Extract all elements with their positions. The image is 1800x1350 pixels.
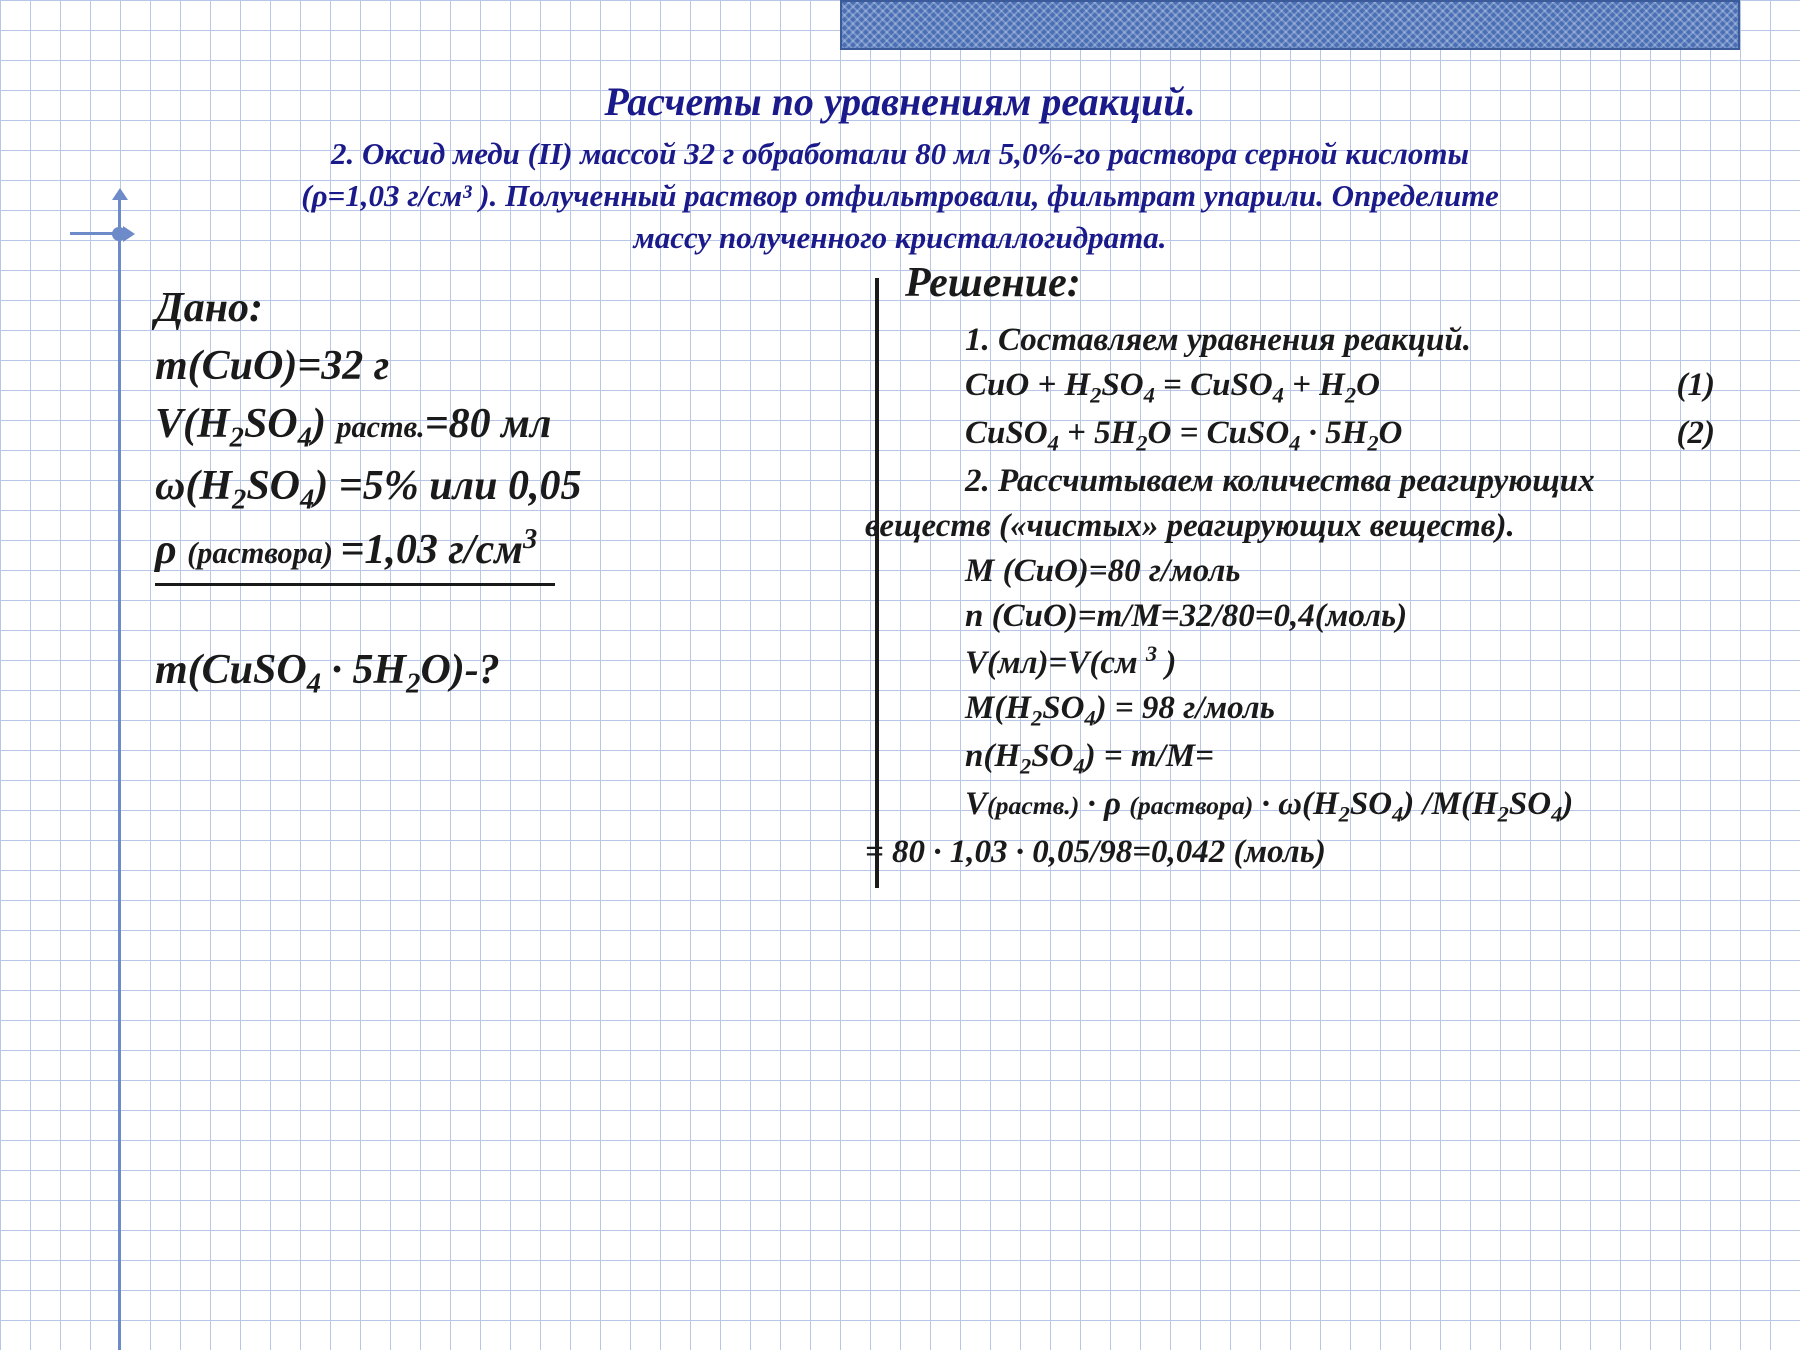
- decorative-banner: [840, 0, 1740, 50]
- calc-line-1: M (CuO)=80 г/моль: [905, 549, 1745, 594]
- equation-1: CuO + H2SO4 = CuSO4 + H2O (1): [905, 363, 1745, 411]
- given-line-3: ω(H2SO4) =5% или 0,05: [155, 458, 835, 520]
- equation-1-number: (1): [1677, 363, 1745, 408]
- calc-line-4: M(H2SO4) = 98 г/моль: [905, 686, 1745, 734]
- title-block: Расчеты по уравнениям реакций. 2. Оксид …: [100, 78, 1700, 259]
- solution-step-2a: 2. Рассчитываем количества реагирующих: [905, 459, 1745, 504]
- calc-line-6: V(раств.) · ρ (раствора) · ω(H2SO4) /M(H…: [905, 782, 1745, 830]
- solution-step-2b: веществ («чистых» реагирующих веществ).: [865, 504, 1745, 549]
- problem-line-1: 2. Оксид меди (II) массой 32 г обработал…: [100, 133, 1700, 175]
- calc-line-7: = 80 · 1,03 · 0,05/98=0,042 (моль): [865, 830, 1745, 875]
- solution-block: Решение: 1. Составляем уравнения реакций…: [905, 255, 1745, 875]
- given-block: Дано: m(CuO)=32 г V(H2SO4) раств.=80 мл …: [155, 280, 835, 704]
- graph-paper-y-axis: [118, 198, 121, 1350]
- given-line-4: ρ (раствора) =1,03 г/см3: [155, 520, 835, 587]
- given-heading: Дано:: [155, 280, 835, 338]
- given-line-1: m(CuO)=32 г: [155, 338, 835, 396]
- problem-line-2: (ρ=1,03 г/см³ ). Полученный раствор отфи…: [100, 175, 1700, 217]
- calc-line-5: n(H2SO4) = m/M=: [905, 734, 1745, 782]
- calc-line-3: V(мл)=V(см 3 ): [905, 639, 1745, 686]
- find-line: m(CuSO4 · 5H2O)-?: [155, 642, 835, 704]
- solution-heading: Решение:: [905, 255, 1745, 312]
- given-line-2: V(H2SO4) раств.=80 мл: [155, 396, 835, 458]
- page-title: Расчеты по уравнениям реакций.: [100, 78, 1700, 125]
- problem-line-3: массу полученного кристаллогидрата.: [100, 217, 1700, 259]
- equation-2-number: (2): [1677, 411, 1745, 456]
- calc-line-2: n (CuO)=m/M=32/80=0,4(моль): [905, 594, 1745, 639]
- vertical-divider: [875, 278, 879, 888]
- equation-2: CuSO4 + 5H2O = CuSO4 · 5H2O (2): [905, 411, 1745, 459]
- solution-step-1: 1. Составляем уравнения реакций.: [905, 318, 1745, 363]
